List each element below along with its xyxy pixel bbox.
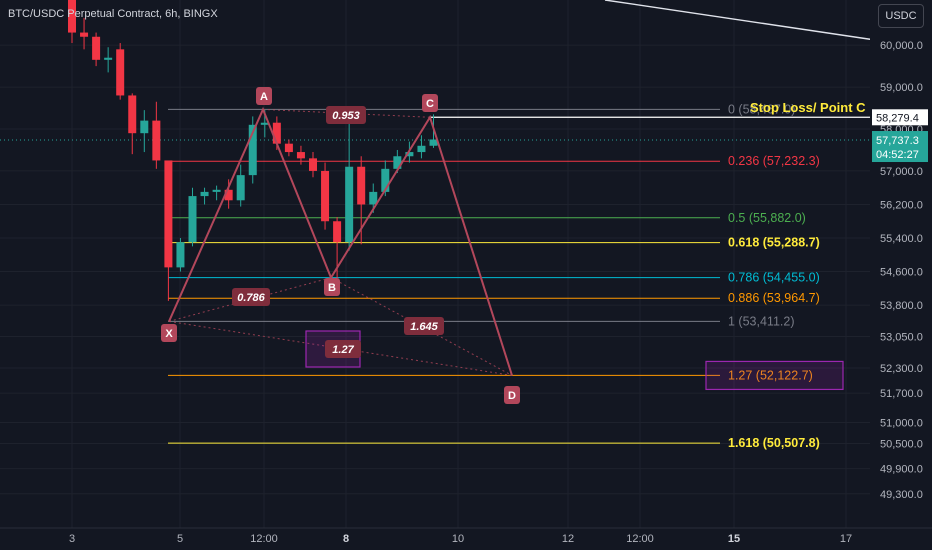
price-tick: 53,800.0 [880, 300, 923, 312]
candle-body [260, 122, 269, 125]
candle-body [92, 36, 101, 60]
time-tick: 10 [452, 533, 464, 545]
price-tick: 53,050.0 [880, 332, 923, 344]
candle-body [200, 191, 209, 197]
prz-box [705, 360, 844, 391]
candle-body [224, 189, 233, 201]
point-label-x: X [165, 328, 173, 340]
chart-title: BTC/USDC Perpetual Contract, 6h, BINGX [8, 8, 218, 20]
price-tick: 49,900.0 [880, 464, 923, 476]
price-axis[interactable]: 60,000.059,000.058,000.057,000.056,200.0… [870, 0, 932, 528]
time-tick: 15 [728, 533, 740, 545]
ratio-label: 0.786 [237, 292, 265, 304]
price-tick: 51,700.0 [880, 388, 923, 400]
price-tick: 55,400.0 [880, 233, 923, 245]
time-tick: 12:00 [626, 533, 654, 545]
candle-body [104, 57, 113, 60]
last-price-bg [872, 131, 928, 163]
candle-body [284, 143, 293, 153]
point-label-bg [422, 94, 438, 112]
candle-body [176, 242, 185, 268]
price-tick: 49,300.0 [880, 489, 923, 501]
currency-button[interactable]: USDC [878, 4, 924, 28]
candle-body [357, 166, 366, 205]
fib-label: 0.886 (53,964.7) [728, 291, 820, 305]
candle-body [405, 152, 414, 157]
candle-body [152, 120, 161, 161]
candle-body [333, 221, 342, 243]
candle-body [116, 49, 125, 96]
price-tick: 50,500.0 [880, 438, 923, 450]
stop-loss-annotation: Stop Loss/ Point C [750, 100, 866, 115]
ratio-label: 0.953 [332, 110, 360, 122]
candle-body [188, 196, 197, 243]
candle-body [345, 166, 354, 243]
point-label-bg [324, 278, 340, 296]
ratio-label-bg [325, 340, 361, 358]
candle-body [321, 170, 330, 222]
price-tick: 57,000.0 [880, 166, 923, 178]
ratio-label: 1.645 [410, 321, 438, 333]
fib-label: 1.27 (52,122.7) [728, 368, 813, 382]
fib-label: 1 (53,411.2) [728, 314, 794, 328]
price-tick: 56,200.0 [880, 199, 923, 211]
fib-label: 0.5 (55,882.0) [728, 211, 806, 225]
candlesticks [68, 0, 438, 301]
price-tick: 52,300.0 [880, 363, 923, 375]
fib-label: 1.618 (50,507.8) [728, 436, 820, 450]
time-axis[interactable]: 3 5 12:00 8 10 12 12:00 15 17 [0, 527, 932, 545]
point-label-c: C [426, 98, 434, 110]
price-tick: 54,600.0 [880, 267, 923, 279]
point-label-d: D [508, 390, 516, 402]
pattern-path [168, 106, 513, 376]
fib-label: 0.618 (55,288.7) [728, 236, 820, 250]
price-tick: 60,000.0 [880, 40, 923, 52]
candle-body [164, 160, 173, 268]
ratio-line [330, 277, 513, 376]
fib-label: 0.236 (57,232.3) [728, 154, 820, 168]
ratio-label: 1.27 [332, 344, 354, 356]
point-label-a: A [260, 91, 268, 103]
candle-body [236, 175, 245, 201]
highlight-price: 58,279.4 [876, 112, 919, 124]
trend-line [604, 0, 876, 41]
fib-label: 0 (58,467.0) [728, 102, 795, 116]
candle-body [296, 152, 305, 159]
candle-body [417, 145, 426, 153]
price-axis-bg [870, 0, 932, 528]
point-label-bg [256, 87, 272, 105]
candle-body [248, 124, 257, 176]
price-tick: 59,000.0 [880, 82, 923, 94]
candle-body [212, 189, 221, 192]
candle-body [80, 32, 89, 37]
fib-label: 0.786 (54,455.0) [728, 271, 820, 285]
highlight-price-bg [872, 109, 928, 126]
candle-body [309, 158, 317, 171]
time-tick: 17 [840, 533, 852, 545]
candle-body [272, 122, 281, 144]
ratio-label-bg [404, 317, 444, 335]
candle-body [369, 191, 378, 205]
candle-body [381, 168, 390, 192]
candle-body [393, 156, 402, 169]
price-countdown: 04:52:27 [876, 149, 919, 161]
time-tick: 12:00 [250, 533, 278, 545]
time-tick: 3 [69, 533, 75, 545]
last-price: 57,737.3 [876, 135, 919, 147]
candle-body [140, 120, 149, 134]
ratio-label-bg [326, 106, 366, 124]
ratio-label-bg [232, 288, 270, 306]
time-tick: 5 [177, 533, 183, 545]
point-label-b: B [328, 282, 336, 294]
point-label-bg [161, 324, 177, 342]
point-label-bg [504, 386, 520, 404]
harmonic-pattern[interactable]: X A B C D 0.786 0.953 1.645 1.27 [161, 87, 520, 404]
price-tick: 51,000.0 [880, 418, 923, 430]
time-tick: 8 [343, 533, 349, 545]
candle-body [429, 139, 438, 146]
candle-body [128, 95, 137, 134]
time-tick: 12 [562, 533, 574, 545]
candle-body [68, 0, 76, 33]
